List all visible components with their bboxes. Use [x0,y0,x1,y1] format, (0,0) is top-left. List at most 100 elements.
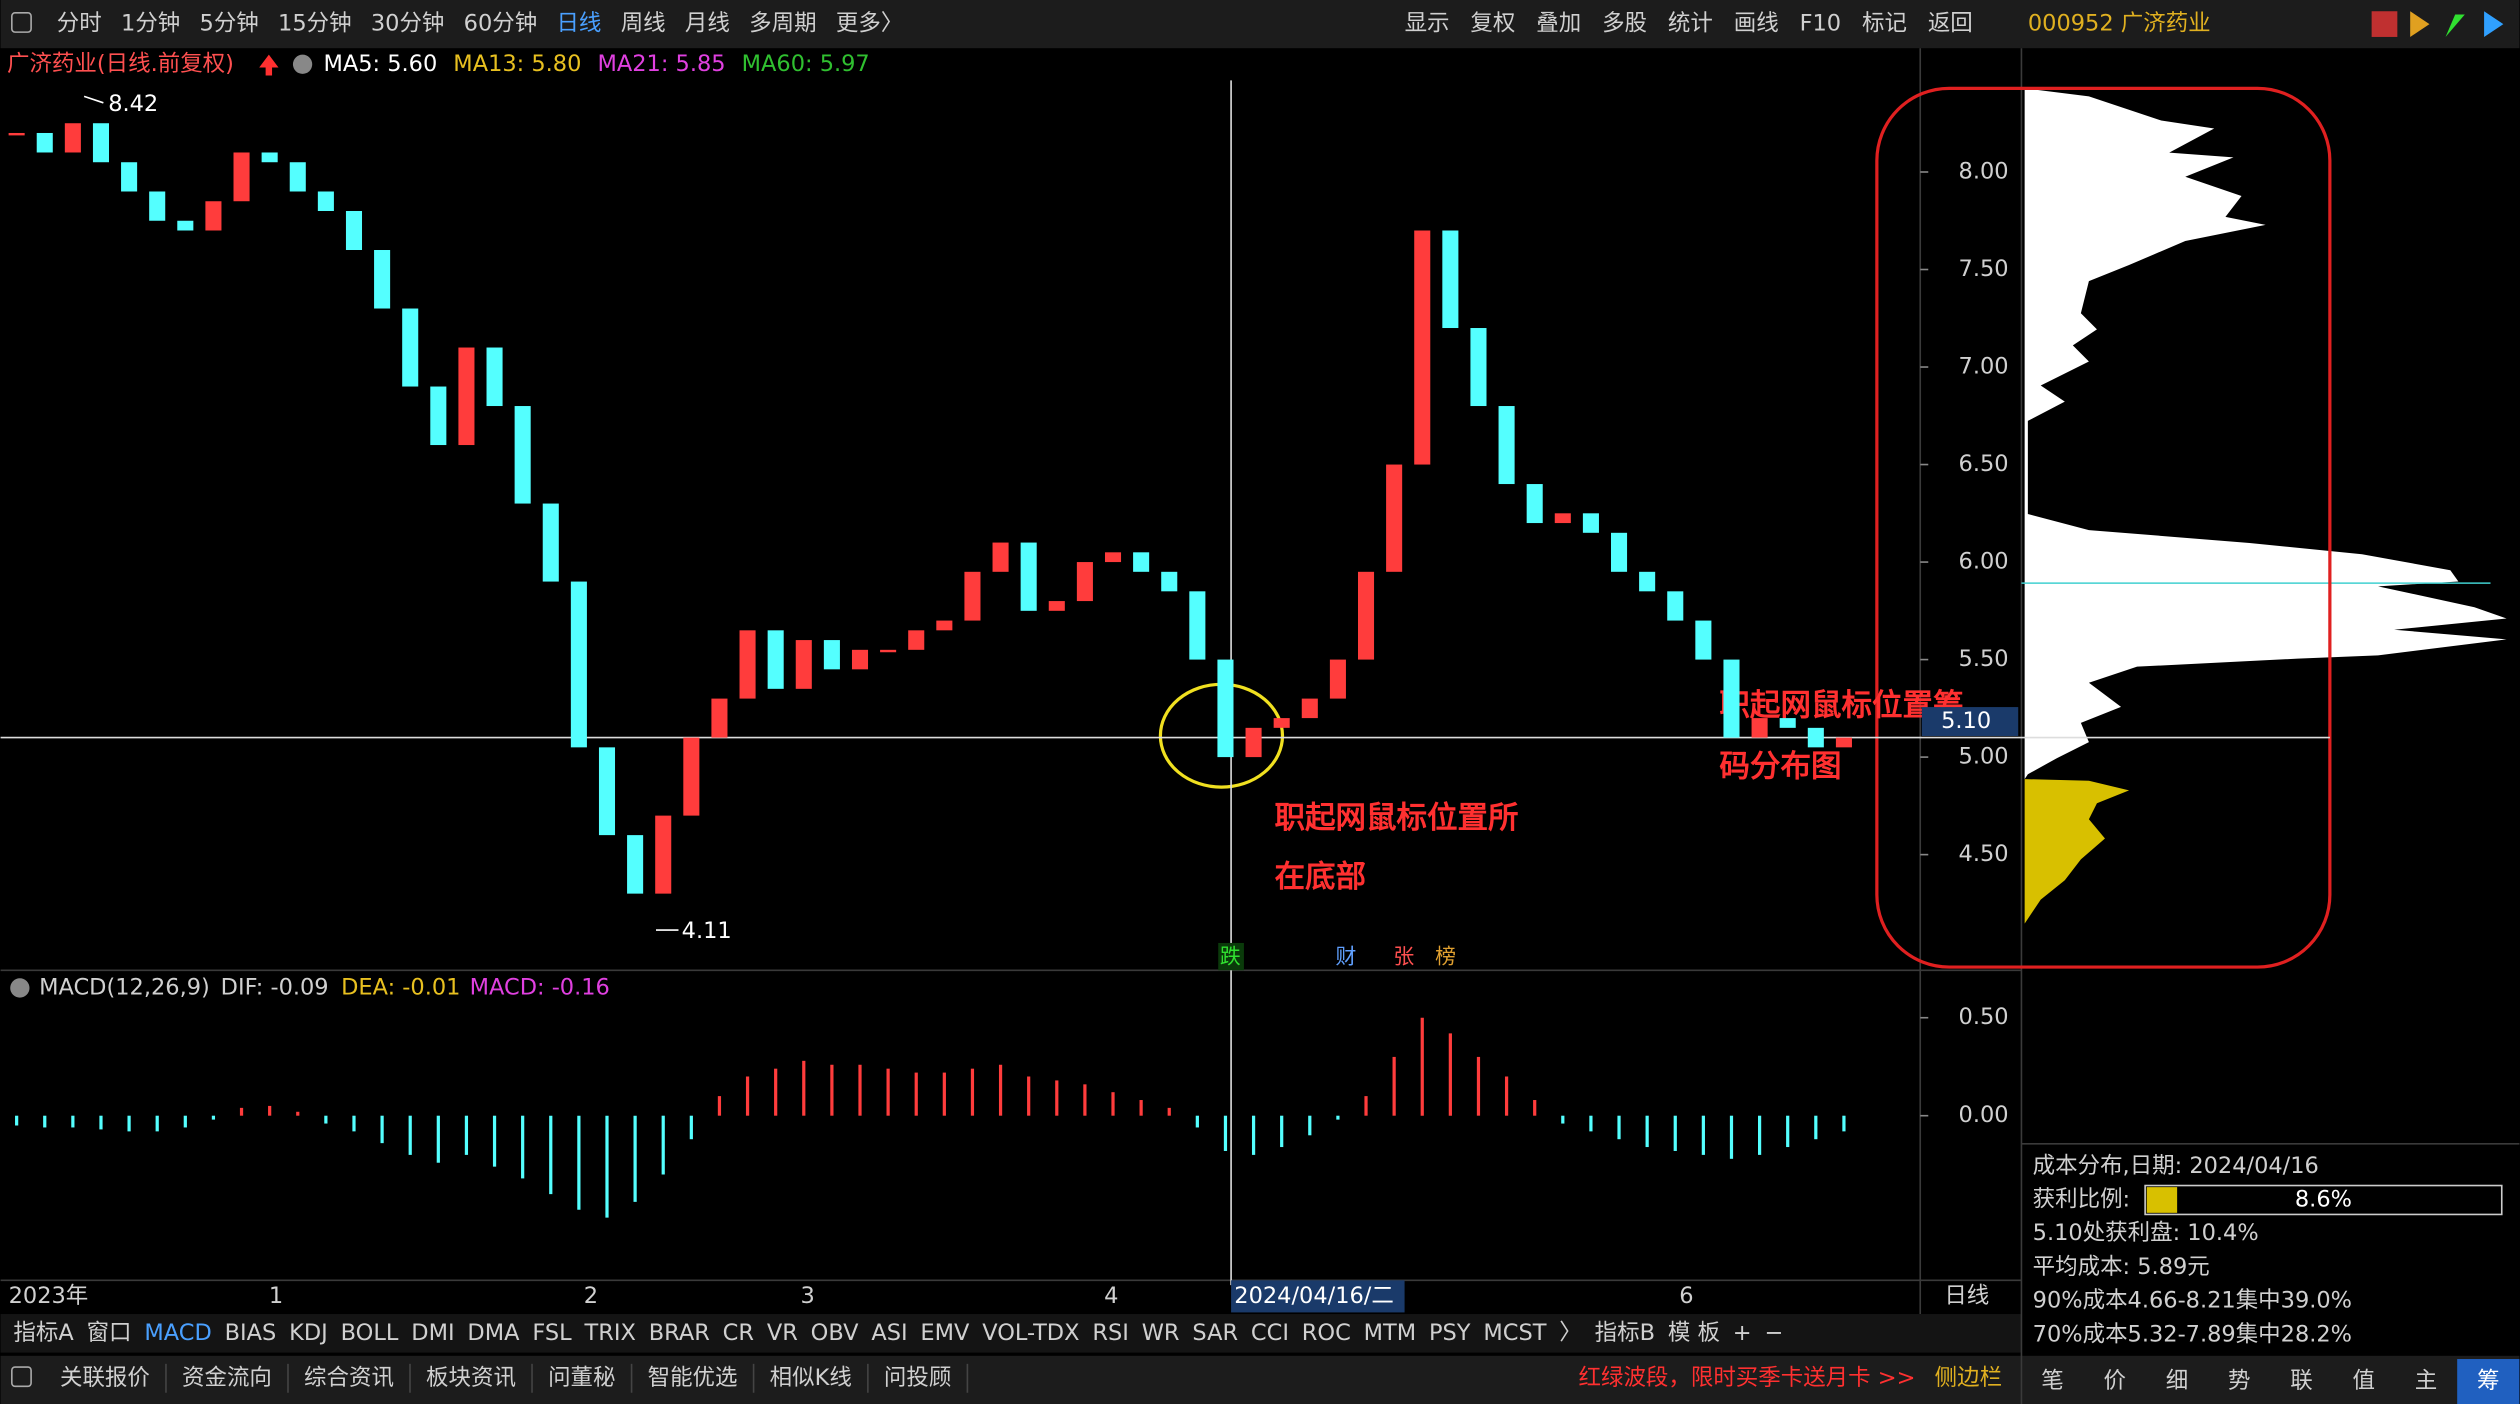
indicator-tab[interactable]: MACD [144,1320,211,1346]
toolbar-action[interactable]: F10 [1800,11,1842,37]
indicator-tab[interactable]: 窗口 [87,1320,132,1346]
side-tab-active [2457,1359,2520,1404]
icon[interactable] [2484,11,2504,37]
toolbar-action[interactable]: 显示 [1405,11,1450,37]
indicator-tab[interactable]: EMV [920,1320,970,1346]
bottom-tab[interactable]: 智能优选 [648,1365,738,1391]
toolbar-action[interactable]: 标记 [1862,11,1907,37]
menu-icon[interactable] [11,1366,32,1388]
period-tab[interactable]: 30分钟 [371,11,445,37]
bottom-tab[interactable]: 相似K线 [770,1365,852,1391]
event[interactable]: 张 [1393,944,1414,968]
indicator-tab[interactable]: 指标A [13,1320,74,1346]
candle [514,406,531,504]
settings-icon[interactable] [292,54,313,74]
indicator-tab[interactable]: WR [1142,1320,1180,1346]
sidebar-toggle[interactable]: 侧边栏 [1935,1365,2002,1391]
icon[interactable] [2445,14,2465,37]
indicator-tab[interactable]: MCST [1483,1320,1546,1346]
indicator-tab[interactable]: FSL [532,1320,572,1346]
indicator-tab[interactable]: KDJ [289,1320,328,1346]
period-tab[interactable]: 月线 [685,11,730,37]
candle [1189,591,1206,660]
ma-label: MA60: 5.97 [742,51,870,77]
side-tab[interactable]: 价 [2104,1368,2126,1394]
event[interactable]: 财 [1336,944,1357,968]
menu-icon[interactable] [11,12,32,33]
indicator-tab[interactable]: PSY [1429,1320,1471,1346]
date-label: 6 [1679,1283,1693,1309]
period-tab[interactable]: 1分钟 [121,11,180,37]
side-tab[interactable]: 细 [2166,1368,2188,1394]
toolbar-action[interactable]: 多股 [1602,11,1647,37]
indicator-tab[interactable]: 模 板 [1668,1320,1720,1346]
indicator-tab[interactable]: VOL-TDX [982,1320,1079,1346]
side-tab[interactable]: 主 [2415,1368,2437,1394]
event[interactable]: 跌 [1220,944,1241,968]
candle [1048,601,1065,611]
candle [711,698,728,738]
event[interactable]: 榜 [1435,944,1456,968]
indicator-tab[interactable]: − [1764,1320,1783,1346]
toolbar-action[interactable]: 画线 [1734,11,1779,37]
indicator-tab[interactable]: MTM [1364,1320,1417,1346]
indicator-tab[interactable]: BOLL [341,1320,399,1346]
candle [1104,552,1122,563]
settings-icon[interactable] [10,978,30,998]
period-tab[interactable]: 周线 [621,11,666,37]
candle [767,630,784,689]
bottom-tab[interactable]: 关联报价 [60,1365,150,1391]
candle [64,123,81,153]
bottom-tab[interactable]: 板块资讯 [426,1365,516,1391]
cost-line: 平均成本: 5.89元 [2033,1254,2210,1280]
indicator-tab[interactable]: 指标B [1595,1320,1655,1346]
period-tab[interactable]: 60分钟 [464,11,538,37]
side-tab[interactable]: 势 [2228,1368,2250,1394]
side-tab[interactable]: 联 [2290,1368,2312,1394]
period-tab[interactable]: 更多〉 [836,11,903,37]
indicator-tab[interactable]: ROC [1302,1320,1351,1346]
toolbar-action[interactable]: 统计 [1668,11,1713,37]
period-tab[interactable]: 15分钟 [278,11,352,37]
y-tick-label: 0.00 [1959,1102,2009,1128]
indicator-tab[interactable]: CR [723,1320,754,1346]
period-tab[interactable]: 日线 [556,11,601,37]
toolbar-action[interactable]: 复权 [1470,11,1515,37]
icon[interactable] [2371,11,2398,37]
period-tab[interactable]: 分时 [57,11,102,37]
indicator-tab[interactable]: DMI [411,1320,454,1346]
toolbar-action[interactable]: 返回 [1928,11,1973,37]
toolbar-action[interactable]: 叠加 [1536,11,1581,37]
y-tick-label: 7.50 [1959,256,2009,282]
side-tab[interactable]: 值 [2353,1368,2375,1394]
bottom-tab[interactable]: 资金流向 [182,1365,272,1391]
indicator-tab[interactable]: OBV [811,1320,859,1346]
period-tab[interactable]: 5分钟 [200,11,259,37]
indicator-tab[interactable]: TRIX [584,1320,636,1346]
indicator-tab[interactable]: ASI [871,1320,907,1346]
candle [1498,406,1515,485]
period-tab[interactable]: 多周期 [749,11,816,37]
indicator-tab[interactable]: VR [767,1320,798,1346]
indicator-tab[interactable]: BIAS [225,1320,277,1346]
ma-label: MA21: 5.85 [597,51,725,77]
promo[interactable]: 红绿波段，限时买季卡送月卡 >> [1579,1365,1916,1391]
indicator-tab[interactable]: CCI [1251,1320,1289,1346]
event-box[interactable] [1218,942,1244,971]
indicator-tab[interactable]: + [1733,1320,1752,1346]
indicator-tab[interactable]: SAR [1192,1320,1238,1346]
bottom-tab[interactable]: 综合资讯 [304,1365,394,1391]
candle [1554,513,1571,524]
indicator-tab[interactable]: RSI [1092,1320,1129,1346]
side-tab[interactable]: 筹 [2477,1368,2499,1394]
macd-dea: DEA: -0.01 [341,974,460,1000]
indicator-tab[interactable]: BRAR [649,1320,710,1346]
side-tab[interactable]: 笔 [2041,1368,2063,1394]
indicator-tab[interactable]: 〉 [1559,1320,1581,1346]
candle [992,542,1009,572]
indicator-tab[interactable]: DMA [467,1320,520,1346]
bottom-tab[interactable]: 问投顾 [884,1365,951,1391]
icon[interactable] [2410,11,2430,37]
stock-title: 广济药业(日线.前复权) [7,51,234,77]
bottom-tab[interactable]: 问董秘 [548,1365,615,1391]
